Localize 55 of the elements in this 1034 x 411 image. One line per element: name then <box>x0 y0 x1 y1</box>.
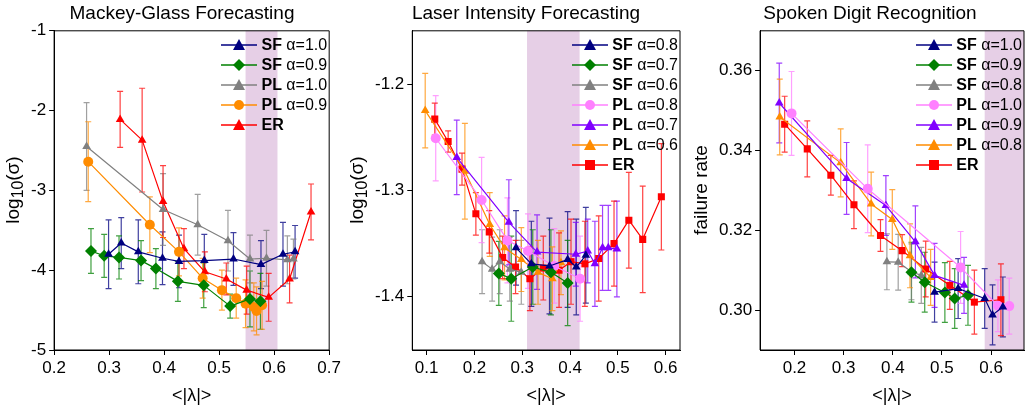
x-tick-label: 0.3 <box>97 357 121 377</box>
legend-label: PL α=0.9 <box>956 115 1022 134</box>
legend-label: PL α=0.9 <box>261 95 328 114</box>
x-tick-label: 0.5 <box>930 357 954 377</box>
legend-label: ER <box>612 155 635 174</box>
legend-label: PL α=0.7 <box>612 115 678 134</box>
legend-label: PL α=1.0 <box>956 95 1022 114</box>
legend-label: SF α=0.8 <box>956 75 1022 94</box>
x-tick-label: 0.4 <box>880 357 905 377</box>
legend-label: SF α=1.0 <box>956 35 1022 54</box>
legend-label: SF α=0.9 <box>261 55 328 74</box>
x-tick-label: 0.2 <box>42 357 66 377</box>
x-tick-label: 0.6 <box>653 357 678 377</box>
x-tick-label: 0.3 <box>831 357 856 377</box>
y-tick-label: -2 <box>30 100 47 120</box>
y-tick-label: -1.3 <box>375 180 405 200</box>
x-axis-title: <|λ|> <box>171 385 212 406</box>
y-tick-label: -1.4 <box>375 286 405 306</box>
x-tick-label: 0.5 <box>207 357 231 377</box>
legend-label: SF α=0.8 <box>612 35 678 54</box>
x-tick-label: 0.6 <box>979 357 1003 377</box>
y-axis-title: failure rate <box>690 145 712 236</box>
x-tick-label: 0.1 <box>414 357 439 377</box>
y-tick-label: 0.32 <box>718 219 753 239</box>
legend-label: PL α=0.6 <box>612 135 678 154</box>
legend-label: SF α=1.0 <box>261 35 328 54</box>
y-tick-label: 0.36 <box>718 60 753 80</box>
x-tick-label: 0.4 <box>558 357 582 377</box>
legend-label: PL α=0.8 <box>612 95 678 114</box>
legend-label: SF α=0.7 <box>612 55 678 74</box>
y-tick-label: -5 <box>30 339 47 359</box>
y-tick-label: -3 <box>30 180 47 200</box>
chart-title: Mackey-Glass Forecasting <box>69 1 295 23</box>
chart-title: Spoken Digit Recognition <box>763 1 977 23</box>
y-tick-label: -1.2 <box>375 73 405 93</box>
legend-label: SF α=0.6 <box>612 75 678 94</box>
x-tick-label: 0.3 <box>510 357 535 377</box>
x-tick-label: 0.6 <box>262 357 286 377</box>
x-tick-label: 0.2 <box>782 357 807 377</box>
x-tick-label: 0.7 <box>317 357 341 377</box>
y-tick-label: -1 <box>30 20 47 40</box>
x-tick-label: 0.4 <box>152 357 176 377</box>
y-tick-label: -4 <box>30 259 47 279</box>
chart-title: Laser Intensity Forecasting <box>411 1 641 23</box>
legend-label: ER <box>956 155 979 174</box>
x-tick-label: 0.5 <box>606 357 630 377</box>
legend-label: PL α=1.0 <box>261 75 328 94</box>
legend-label: SF α=0.9 <box>956 55 1022 74</box>
y-tick-label: 0.34 <box>718 140 753 160</box>
x-tick-label: 0.2 <box>462 357 487 377</box>
y-tick-label: 0.30 <box>718 299 753 319</box>
x-axis-title: <|λ|> <box>872 385 912 406</box>
x-axis-title: <|λ|> <box>526 385 566 406</box>
legend-label: PL α=0.8 <box>956 135 1022 154</box>
legend-label: ER <box>261 115 284 134</box>
